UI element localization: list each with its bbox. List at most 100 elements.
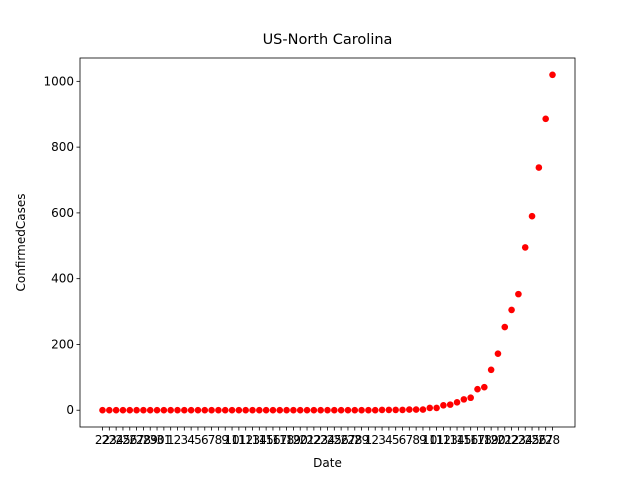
x-tick-label: 26 bbox=[333, 433, 348, 447]
x-tick-label: 14 bbox=[449, 433, 464, 447]
x-tick-label: 12 bbox=[238, 433, 253, 447]
x-tick-label: 22 bbox=[504, 433, 519, 447]
x-tick-label: 23 bbox=[102, 433, 117, 447]
x-tick-label: 8 bbox=[412, 433, 420, 447]
point bbox=[112, 406, 120, 414]
point bbox=[296, 406, 304, 414]
x-tick-label: 31 bbox=[156, 433, 171, 447]
point bbox=[392, 406, 399, 414]
point bbox=[515, 290, 522, 298]
point bbox=[337, 406, 345, 414]
x-tick-label: 25 bbox=[115, 433, 130, 447]
x-tick-label: 3 bbox=[180, 433, 188, 447]
point bbox=[351, 406, 359, 414]
x-tick-label: 24 bbox=[320, 433, 335, 447]
point bbox=[256, 406, 263, 414]
x-tick-label: 17 bbox=[470, 433, 485, 447]
x-tick-label: 12 bbox=[436, 433, 451, 447]
x-tick-label: 6 bbox=[201, 433, 209, 447]
x-tick-label: 29 bbox=[354, 433, 369, 447]
point bbox=[269, 406, 277, 414]
point bbox=[140, 406, 147, 414]
x-tick-label: 7 bbox=[208, 433, 216, 447]
point bbox=[406, 406, 413, 413]
x-tick-label: 10 bbox=[224, 433, 239, 447]
point bbox=[399, 406, 406, 414]
point bbox=[446, 401, 454, 408]
point bbox=[521, 244, 529, 251]
x-tick-label: 27 bbox=[340, 433, 355, 447]
point bbox=[99, 406, 106, 414]
x-tick-label: 24 bbox=[108, 433, 123, 447]
x-tick-label: 22 bbox=[95, 433, 110, 447]
point bbox=[528, 212, 536, 220]
point bbox=[426, 404, 434, 412]
x-tick-label: 6 bbox=[399, 433, 407, 447]
x-tick-label: 1 bbox=[365, 433, 373, 447]
point bbox=[146, 406, 154, 414]
chart-title: US-North Carolina bbox=[263, 32, 393, 48]
x-tick-label: 4 bbox=[187, 433, 195, 447]
point bbox=[474, 385, 481, 393]
x-tick-label: 16 bbox=[463, 433, 478, 447]
x-tick-label: 25 bbox=[327, 433, 342, 447]
x-tick-label: 13 bbox=[443, 433, 458, 447]
x-tick-label: 20 bbox=[293, 433, 308, 447]
x-tick-label: 13 bbox=[245, 433, 260, 447]
point bbox=[215, 406, 222, 414]
x-tick-label: 1 bbox=[167, 433, 175, 447]
x-tick-label: 15 bbox=[456, 433, 471, 447]
point bbox=[460, 396, 468, 403]
point bbox=[242, 406, 249, 414]
y-tick-label: 600 bbox=[51, 206, 74, 220]
x-tick-label: 19 bbox=[286, 433, 301, 447]
x-tick-label: 2 bbox=[371, 433, 379, 447]
point bbox=[160, 406, 168, 414]
x-tick-label: 26 bbox=[531, 433, 546, 447]
y-tick-label: 800 bbox=[51, 140, 74, 154]
x-tick-label: 9 bbox=[221, 433, 229, 447]
point bbox=[344, 406, 352, 414]
x-tick-label: 23 bbox=[313, 433, 328, 447]
x-tick-label: 23 bbox=[511, 433, 526, 447]
x-tick-label: 24 bbox=[518, 433, 533, 447]
y-tick-label: 200 bbox=[51, 337, 74, 351]
point bbox=[235, 406, 243, 414]
point bbox=[228, 406, 236, 414]
point bbox=[365, 406, 372, 414]
point bbox=[453, 399, 461, 406]
y-tick-label: 0 bbox=[66, 403, 74, 417]
point bbox=[501, 323, 509, 331]
point bbox=[303, 406, 311, 414]
x-tick-label: 28 bbox=[545, 433, 560, 447]
point bbox=[508, 306, 515, 314]
y-tick-label: 1000 bbox=[43, 74, 74, 88]
point bbox=[385, 406, 393, 414]
point bbox=[249, 406, 256, 414]
point bbox=[371, 406, 379, 414]
point bbox=[433, 404, 440, 412]
point bbox=[153, 406, 161, 414]
x-tick-label: 22 bbox=[306, 433, 321, 447]
x-tick-label: 18 bbox=[477, 433, 492, 447]
x-tick-label: 11 bbox=[429, 433, 444, 447]
x-tick-label: 10 bbox=[422, 433, 437, 447]
point bbox=[358, 406, 365, 414]
x-tick-label: 27 bbox=[129, 433, 144, 447]
x-tick-label: 9 bbox=[419, 433, 427, 447]
x-tick-label: 17 bbox=[272, 433, 287, 447]
x-tick-label: 3 bbox=[378, 433, 386, 447]
y-tick-label: 400 bbox=[51, 272, 74, 286]
x-tick-label: 19 bbox=[483, 433, 498, 447]
point bbox=[331, 406, 338, 414]
point bbox=[126, 406, 134, 414]
point bbox=[290, 406, 297, 414]
point bbox=[276, 406, 284, 414]
x-tick-label: 21 bbox=[497, 433, 512, 447]
x-tick-label: 2 bbox=[174, 433, 182, 447]
point bbox=[167, 406, 174, 414]
point bbox=[181, 406, 188, 414]
point bbox=[106, 406, 113, 414]
point bbox=[221, 406, 229, 414]
